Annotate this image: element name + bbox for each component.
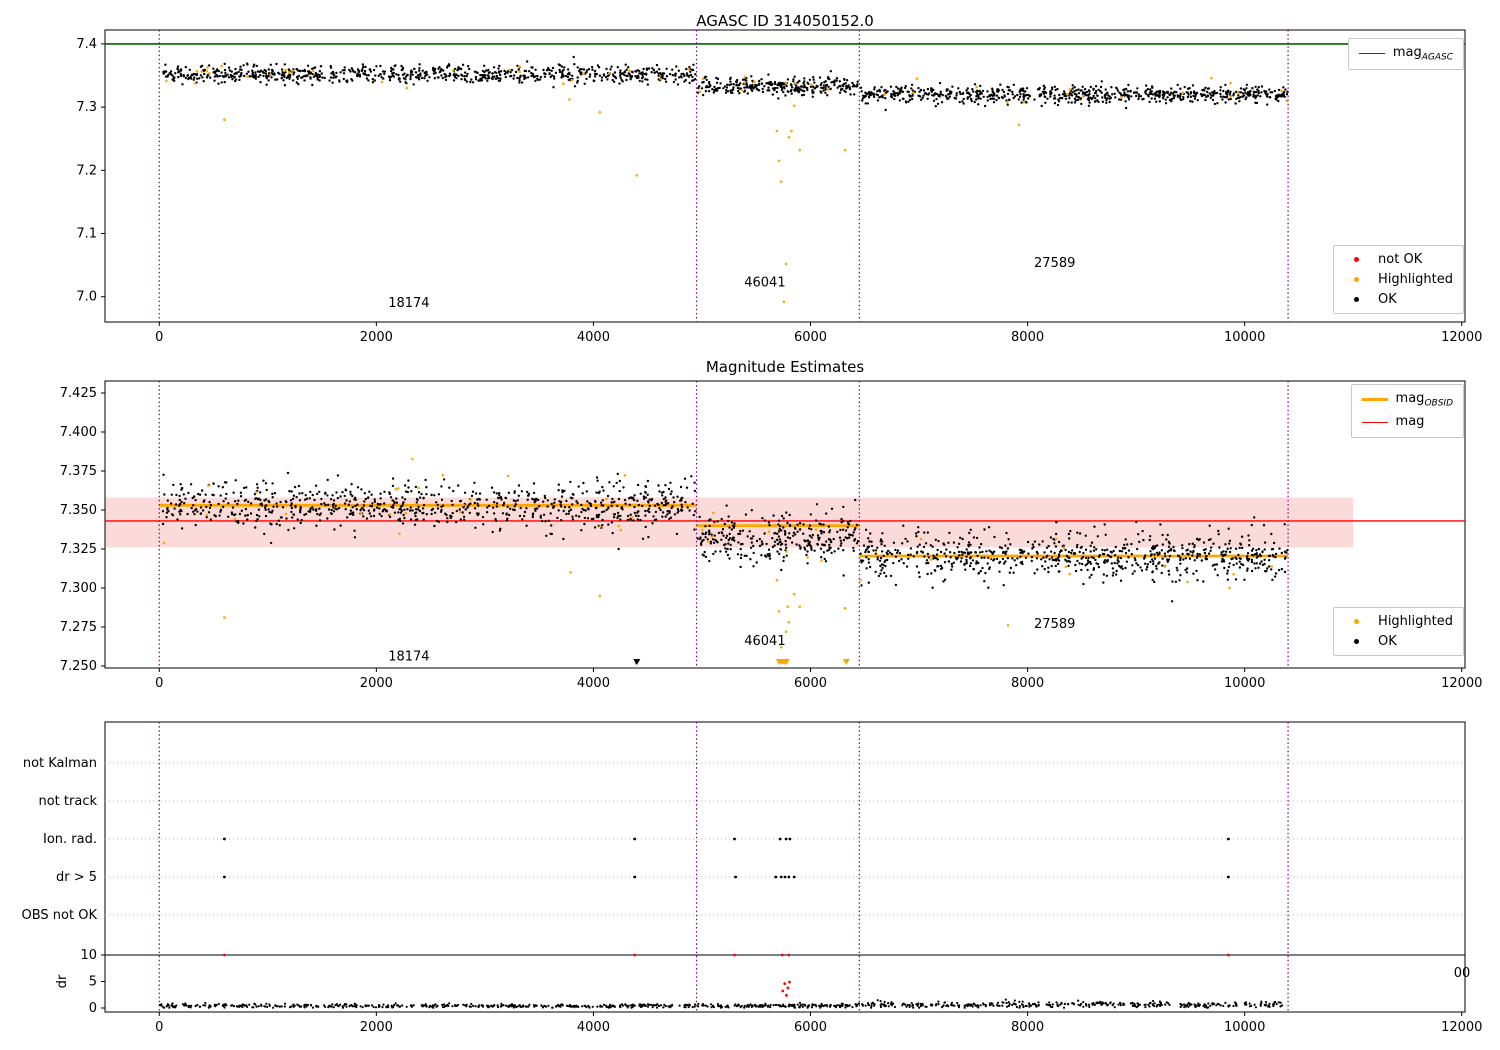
x-tick-label: 4000 <box>577 330 610 345</box>
flag-points <box>223 837 1230 879</box>
clipped-tick-label: 00 <box>1454 966 1471 981</box>
legend-dot-highlighted <box>1354 277 1360 282</box>
legend-entry-mag-agasc: magAGASC <box>1358 45 1453 63</box>
y-tick-label: 7.4 <box>76 37 97 52</box>
plot3-axes <box>104 721 1466 1013</box>
x-tick-label: 0 <box>155 1020 163 1035</box>
ok-points <box>162 55 1289 112</box>
flag-row-label: dr > 5 <box>56 870 97 885</box>
legend-entry-highlighted: Highlighted <box>1344 272 1453 287</box>
legend-mag-obsid: magOBSID mag <box>1350 384 1464 439</box>
flag-row-label: not Kalman <box>23 756 97 771</box>
obsid-label: 46041 <box>744 276 785 291</box>
y-tick-label: 7.300 <box>60 581 97 596</box>
obsid-label: 27589 <box>1034 617 1075 632</box>
obsid-label: 18174 <box>388 296 429 311</box>
plot1-title: AGASC ID 314050152.0 <box>696 12 874 30</box>
obsid-label: 46041 <box>744 634 785 649</box>
clipped-point-marker <box>842 659 850 665</box>
x-tick-label: 0 <box>155 330 163 345</box>
obsid-label: 27589 <box>1034 256 1075 271</box>
legend-entry-not-ok: not OK <box>1344 252 1453 267</box>
clipped-point-marker <box>782 659 790 665</box>
y-tick-label: 7.425 <box>60 386 97 401</box>
legend-label-ok: OK <box>1378 292 1397 307</box>
legend-mag-agasc: magAGASC <box>1347 38 1464 70</box>
x-tick-label: 8000 <box>1011 676 1044 691</box>
x-tick-label: 6000 <box>794 676 827 691</box>
x-tick-label: 8000 <box>1011 1020 1044 1035</box>
x-tick-label: 6000 <box>794 1020 827 1035</box>
legend-dot-highlighted-2 <box>1354 619 1360 624</box>
x-tick-label: 10000 <box>1224 330 1265 345</box>
legend-label-highlighted-2: Highlighted <box>1378 614 1453 629</box>
dr-ok-points <box>158 998 1284 1009</box>
obsid-label: 18174 <box>388 650 429 665</box>
plot2-title: Magnitude Estimates <box>705 358 865 376</box>
y-tick-label: 7.3 <box>76 100 97 115</box>
x-tick-label: 8000 <box>1011 330 1044 345</box>
clipped-point-marker <box>633 659 641 665</box>
legend-label-mag-agasc: magAGASC <box>1392 45 1453 63</box>
legend-label-mag-obsid: magOBSID <box>1395 391 1453 409</box>
x-tick-label: 2000 <box>360 330 393 345</box>
x-tick-label: 4000 <box>577 1020 610 1035</box>
highlighted-points <box>165 64 1288 304</box>
y-tick-label: 7.350 <box>60 503 97 518</box>
legend-plot2-markers: Highlighted OK <box>1333 607 1464 656</box>
plot1-axes <box>104 29 1466 323</box>
legend-entry-mag: mag <box>1361 413 1453 432</box>
x-tick-label: 6000 <box>794 330 827 345</box>
legend-line-sample-red <box>1361 421 1388 423</box>
dr-axis-label: dr <box>55 974 70 988</box>
dr-not-ok-points <box>223 953 1230 997</box>
legend-label-ok-2: OK <box>1378 634 1397 649</box>
legend-plot1-markers: not OK Highlighted OK <box>1333 245 1464 314</box>
flag-row-label: not track <box>38 794 97 809</box>
y-tick-label: 7.2 <box>76 163 97 178</box>
x-tick-label: 4000 <box>577 676 610 691</box>
legend-entry-ok-2: OK <box>1344 634 1453 649</box>
y-tick-label: 7.400 <box>60 425 97 440</box>
legend-entry-mag-obsid: magOBSID <box>1361 391 1453 409</box>
x-tick-label: 2000 <box>360 676 393 691</box>
highlighted-points <box>162 457 1274 665</box>
x-tick-label: 0 <box>155 676 163 691</box>
y-tick-label: 7.275 <box>60 620 97 635</box>
legend-line-sample-orange <box>1361 398 1388 402</box>
legend-label-not-ok: not OK <box>1378 252 1423 267</box>
legend-entry-ok: OK <box>1344 292 1453 307</box>
y-tick-label: 7.0 <box>76 290 97 305</box>
flag-row-label: OBS not OK <box>22 908 98 923</box>
dr-y-tick-label: 0 <box>89 1001 97 1016</box>
legend-dot-ok-2 <box>1354 639 1360 644</box>
y-tick-label: 7.1 <box>76 227 97 242</box>
x-tick-label: 12000 <box>1441 1020 1482 1035</box>
x-tick-label: 12000 <box>1441 330 1482 345</box>
legend-label-mag: mag <box>1395 413 1425 429</box>
legend-dot-not-ok <box>1354 257 1360 262</box>
legend-dot-ok <box>1354 297 1360 302</box>
y-tick-label: 7.375 <box>60 464 97 479</box>
dr-y-tick-label: 10 <box>80 948 97 963</box>
x-tick-label: 2000 <box>360 1020 393 1035</box>
dr-y-tick-label: 5 <box>89 975 97 990</box>
y-tick-label: 7.325 <box>60 542 97 557</box>
plot2-axes <box>104 380 1466 669</box>
legend-label-highlighted: Highlighted <box>1378 272 1453 287</box>
legend-entry-highlighted-2: Highlighted <box>1344 614 1453 629</box>
legend-line-sample-green <box>1358 53 1385 55</box>
x-tick-label: 12000 <box>1441 676 1482 691</box>
flag-row-label: Ion. rad. <box>43 832 97 847</box>
x-tick-label: 10000 <box>1224 676 1265 691</box>
x-tick-label: 10000 <box>1224 1020 1265 1035</box>
y-tick-label: 7.250 <box>60 659 97 674</box>
